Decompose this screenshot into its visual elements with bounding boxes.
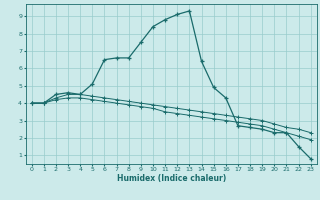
X-axis label: Humidex (Indice chaleur): Humidex (Indice chaleur)	[116, 174, 226, 183]
